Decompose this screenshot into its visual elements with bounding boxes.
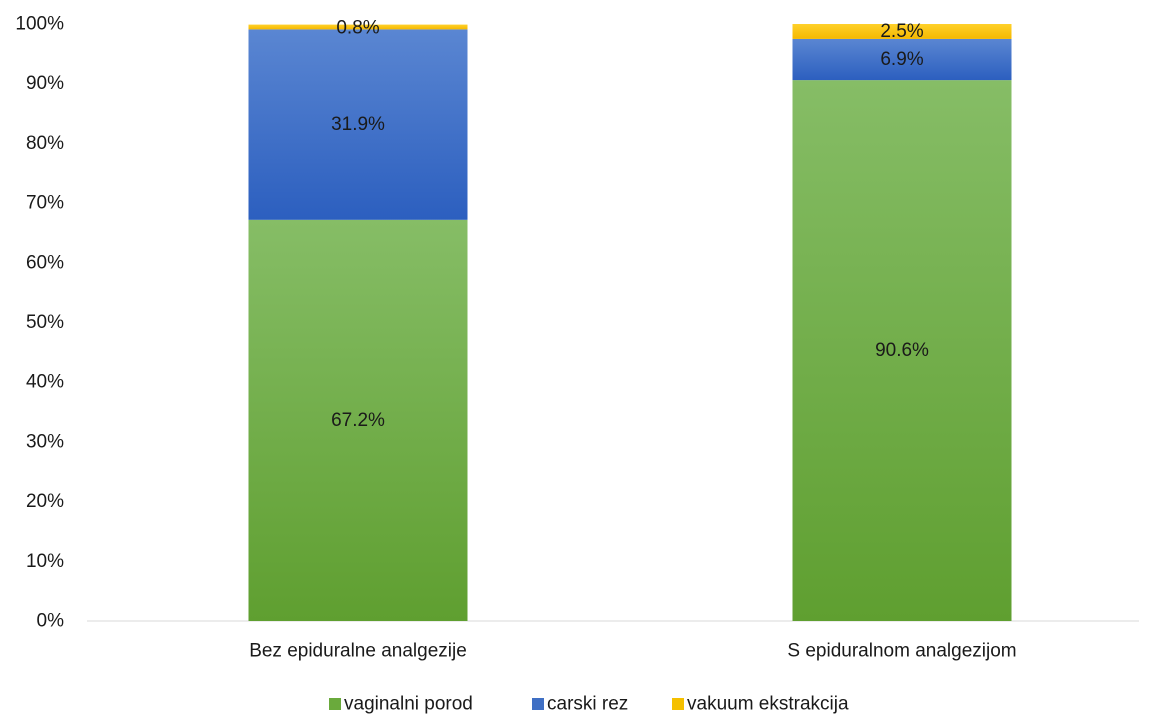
data-label: 31.9% (331, 114, 385, 135)
bar-segment (248, 24, 468, 30)
y-axis: 0% 10% 20% 30% 40% 50% 60% 70% 80% 90% 100% (15, 14, 64, 632)
bar-segment (792, 38, 1012, 81)
y-tick-label: 50% (26, 312, 64, 333)
y-tick-label: 0% (37, 611, 65, 632)
data-label: 6.9% (880, 49, 923, 70)
x-category-label: S epiduralnom analgezijom (787, 641, 1016, 662)
y-tick-label: 90% (26, 73, 64, 94)
bar-segment (792, 80, 1012, 622)
legend-swatch (532, 698, 544, 710)
legend: vaginalni porod carski rez vakuum ekstrakc… (329, 694, 849, 715)
y-tick-label: 60% (26, 252, 64, 273)
legend-swatch (329, 698, 341, 710)
legend-swatch (672, 698, 684, 710)
y-tick-label: 70% (26, 193, 64, 214)
data-label: 2.5% (880, 21, 923, 42)
bar-segment (248, 29, 468, 220)
y-tick-label: 40% (26, 372, 64, 393)
x-category-label: Bez epiduralne analgezije (249, 641, 467, 662)
y-tick-label: 100% (15, 14, 64, 35)
bar-segment (792, 24, 1012, 39)
legend-label: vaginalni porod (344, 694, 473, 715)
data-label: 90.6% (875, 340, 929, 361)
bars: 67.2% 31.9% 0.8% 90.6% 6.9% 2.5% (248, 17, 1012, 622)
y-tick-label: 80% (26, 133, 64, 154)
y-tick-label: 30% (26, 431, 64, 452)
y-tick-label: 20% (26, 491, 64, 512)
y-tick-label: 10% (26, 551, 64, 572)
x-axis-labels: Bez epiduralne analgezije S epiduralnom a… (249, 641, 1016, 662)
bar-segment (248, 219, 468, 622)
data-label: 0.8% (336, 17, 379, 38)
data-label: 67.2% (331, 410, 385, 431)
legend-label: carski rez (547, 694, 628, 715)
legend-label: vakuum ekstrakcija (687, 694, 849, 715)
